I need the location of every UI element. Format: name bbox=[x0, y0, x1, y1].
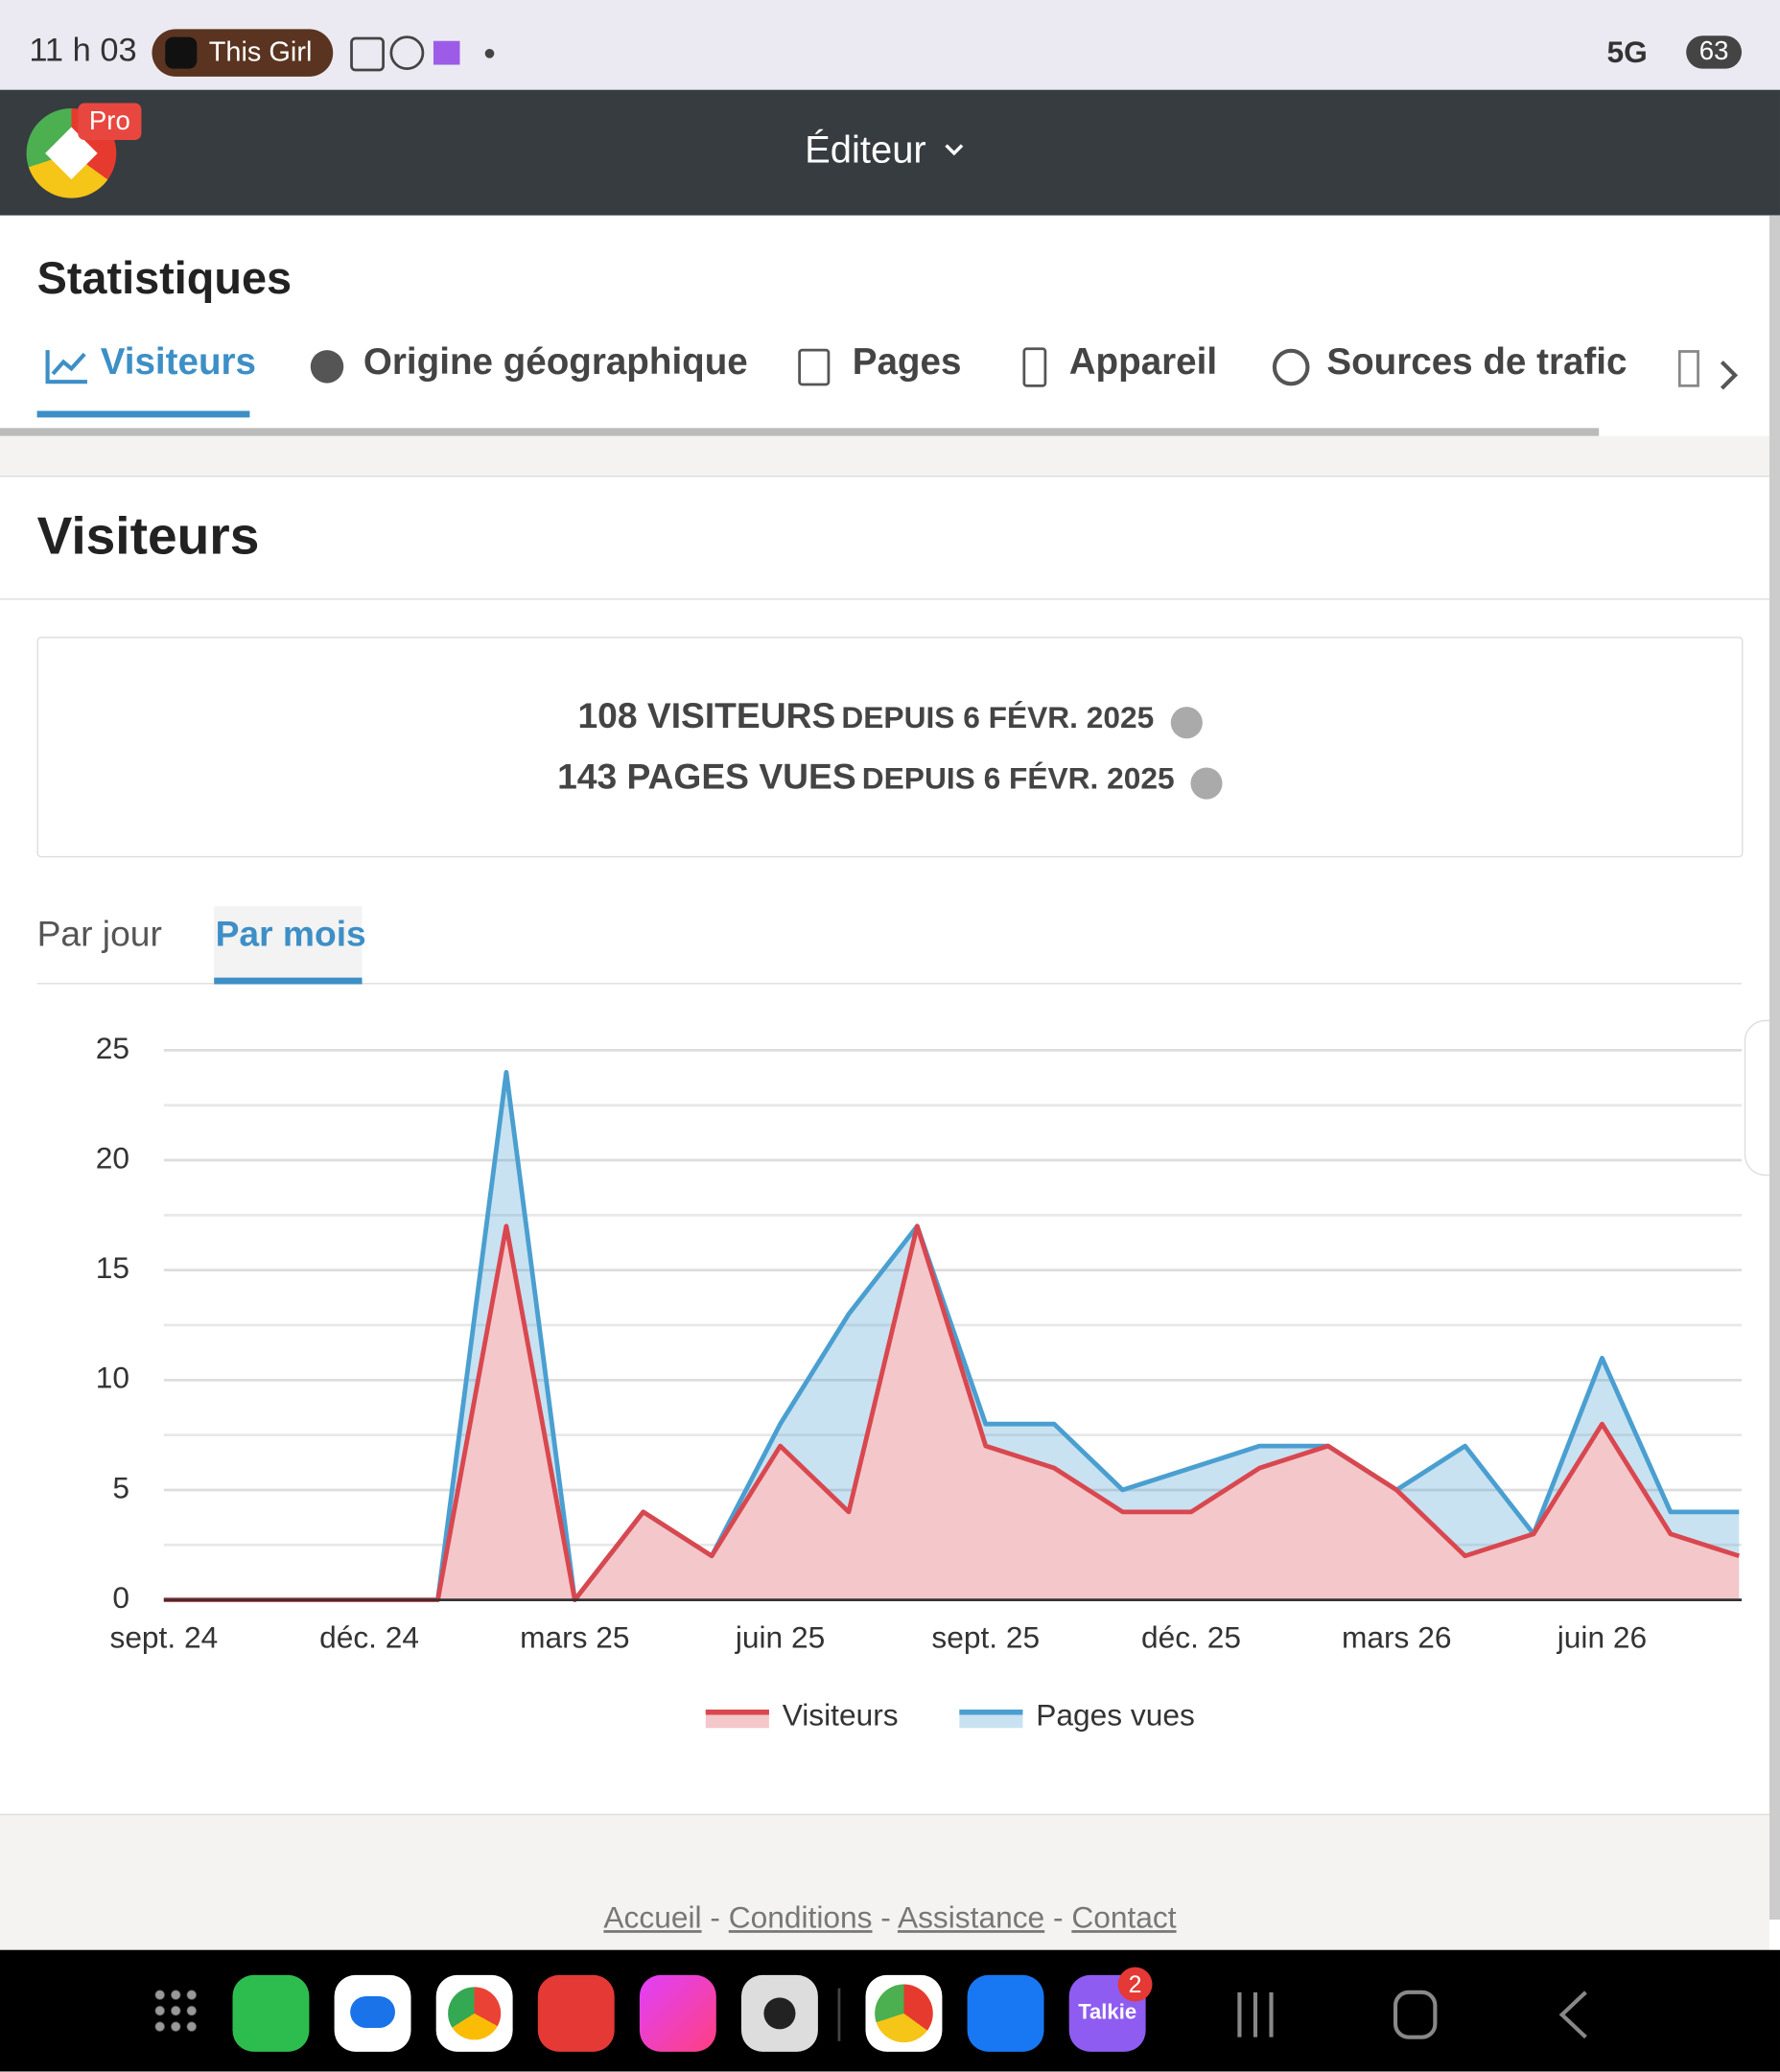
tab-icon bbox=[1022, 347, 1047, 387]
dock-divider bbox=[837, 1988, 841, 2041]
tab[interactable]: Origine géographique bbox=[363, 340, 748, 383]
y-tick-label: 5 bbox=[112, 1470, 129, 1504]
dock-app[interactable] bbox=[865, 1974, 943, 2052]
x-tick-label: mars 25 bbox=[520, 1619, 629, 1654]
dock-app[interactable] bbox=[334, 1974, 411, 2052]
footer-link[interactable]: Conditions bbox=[728, 1899, 873, 1935]
summary-box: 108 VISITEURS DEPUIS 6 FÉVR. 2025 143 PA… bbox=[36, 637, 1744, 858]
status-icon bbox=[389, 35, 425, 71]
period-tab[interactable]: Par jour bbox=[36, 914, 162, 954]
dock-app[interactable] bbox=[967, 1974, 1044, 2052]
dock-app[interactable] bbox=[740, 1974, 818, 2052]
pro-badge: Pro bbox=[78, 103, 142, 141]
tab-icon bbox=[310, 350, 344, 384]
separator: - bbox=[1052, 1899, 1064, 1935]
tab-icon bbox=[45, 350, 87, 384]
x-tick-label: déc. 25 bbox=[1141, 1619, 1241, 1654]
dock-app[interactable]: Talkie bbox=[1068, 1974, 1146, 2052]
summary-since: DEPUIS 6 FÉVR. 2025 bbox=[841, 700, 1155, 735]
clock: 11 h 03 bbox=[29, 32, 137, 69]
summary-line: 143 PAGES VUES DEPUIS 6 FÉVR. 2025 bbox=[38, 757, 1742, 800]
x-tick-label: juin 25 bbox=[735, 1619, 825, 1654]
dock-app[interactable] bbox=[435, 1974, 513, 2052]
network: 5G bbox=[1606, 34, 1648, 69]
media-icon bbox=[165, 36, 198, 69]
period-tab[interactable]: Par mois bbox=[215, 914, 366, 954]
app-header: Pro Éditeur bbox=[0, 89, 1780, 216]
x-tick-label: déc. 24 bbox=[319, 1619, 419, 1654]
summary-since: DEPUIS 6 FÉVR. 2025 bbox=[861, 760, 1175, 796]
x-tick-label: mars 26 bbox=[1342, 1619, 1451, 1654]
app-drawer[interactable] bbox=[152, 1987, 200, 2035]
tabs-scroll-arrow[interactable] bbox=[1718, 360, 1739, 391]
period-tab-bg bbox=[214, 906, 363, 981]
summary-count: 143 PAGES VUES bbox=[557, 757, 856, 797]
footer: Accueil - Conditions - Assistance - Cont… bbox=[0, 1813, 1769, 1952]
tab-icon bbox=[1272, 348, 1310, 386]
summary-line: 108 VISITEURS DEPUIS 6 FÉVR. 2025 bbox=[38, 696, 1742, 738]
area-fill bbox=[163, 1225, 1740, 1600]
status-icon bbox=[350, 36, 385, 72]
info-icon[interactable] bbox=[1170, 706, 1203, 738]
scrollbar bbox=[0, 428, 1600, 436]
active-period-underline bbox=[214, 977, 363, 985]
dropdown-caret bbox=[945, 144, 964, 156]
legend-label: Visiteurs bbox=[783, 1698, 899, 1733]
section-title: Visiteurs bbox=[36, 507, 260, 566]
summary-count: 108 VISITEURS bbox=[577, 696, 836, 736]
legend-label: Pages vues bbox=[1036, 1698, 1195, 1733]
tab-icon bbox=[798, 348, 831, 386]
info-icon[interactable] bbox=[1190, 767, 1223, 800]
x-tick-label: sept. 25 bbox=[931, 1619, 1040, 1654]
divider bbox=[0, 435, 1780, 477]
dock-app[interactable] bbox=[639, 1974, 716, 2052]
divider bbox=[36, 983, 1743, 985]
footer-links: Accueil - Conditions - Assistance - Cont… bbox=[0, 1899, 1780, 1935]
tab[interactable]: Pages bbox=[852, 340, 962, 383]
status-icon bbox=[433, 40, 460, 65]
y-tick-label: 0 bbox=[112, 1580, 129, 1615]
tab-icon bbox=[1677, 350, 1699, 387]
tab[interactable]: Visiteurs bbox=[100, 340, 257, 383]
x-tick-label: juin 26 bbox=[1557, 1619, 1647, 1654]
tab[interactable]: Sources de trafic bbox=[1326, 340, 1628, 383]
tab[interactable]: Appareil bbox=[1068, 340, 1218, 383]
nav-buttons bbox=[1237, 1990, 1587, 2039]
footer-link[interactable]: Contact bbox=[1071, 1899, 1177, 1935]
separator: - bbox=[710, 1899, 720, 1935]
media-pill[interactable]: This Girl bbox=[152, 29, 334, 77]
y-tick-label: 25 bbox=[96, 1031, 129, 1065]
status-bar: 11 h 03 This Girl 5G 63 bbox=[0, 0, 1780, 90]
dock-app[interactable] bbox=[232, 1974, 310, 2052]
media-title: This Girl bbox=[208, 36, 313, 68]
footer-link[interactable]: Assistance bbox=[897, 1899, 1045, 1935]
page-scrollbar bbox=[1768, 215, 1780, 1921]
divider bbox=[0, 598, 1780, 600]
page-title: Statistiques bbox=[36, 253, 293, 304]
area-base bbox=[163, 1225, 1740, 1600]
y-tick-label: 10 bbox=[96, 1361, 129, 1395]
header-title[interactable]: Éditeur bbox=[805, 129, 926, 173]
y-tick-label: 20 bbox=[96, 1140, 129, 1175]
dock-app[interactable] bbox=[537, 1974, 615, 2052]
notification-badge: 2 bbox=[1117, 1967, 1153, 2002]
x-tick-label: sept. 24 bbox=[109, 1619, 218, 1654]
active-tab-underline bbox=[36, 410, 250, 418]
footer-link[interactable]: Accueil bbox=[603, 1899, 702, 1935]
status-dot bbox=[484, 48, 495, 58]
battery: 63 bbox=[1686, 35, 1743, 69]
separator: - bbox=[880, 1899, 891, 1935]
y-tick-label: 15 bbox=[96, 1250, 129, 1285]
